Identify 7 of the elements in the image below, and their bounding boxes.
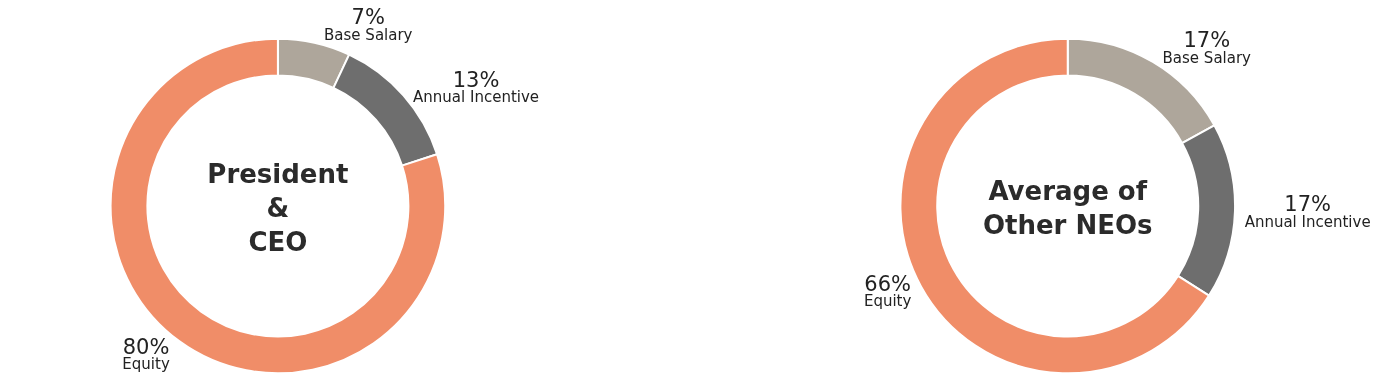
- slice-label: Equity: [863, 292, 912, 311]
- slice-label: Base Salary: [324, 25, 413, 44]
- slice-label: Annual Incentive: [413, 88, 540, 107]
- text: President & CEO: [207, 159, 349, 257]
- slice-label: Base Salary: [1162, 48, 1252, 67]
- text: Average of Other NEOs: [982, 176, 1153, 240]
- slice-label: Equity: [122, 355, 170, 374]
